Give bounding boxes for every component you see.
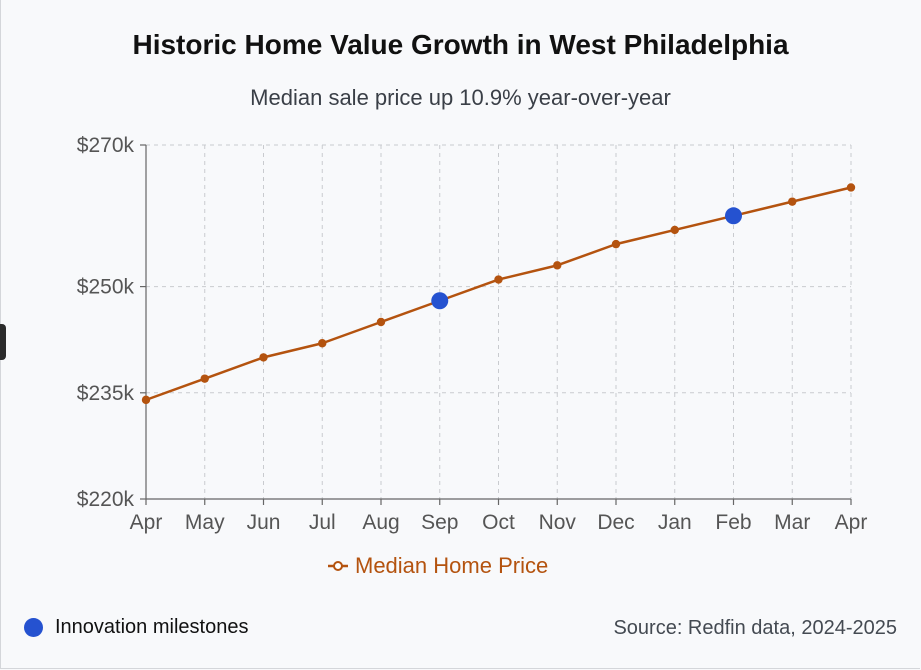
x-tick-label: Nov (539, 511, 577, 534)
y-tick-label: $235k (77, 382, 135, 405)
data-point[interactable] (259, 353, 268, 362)
x-tick-label: Sep (421, 511, 458, 534)
x-tick-label: Apr (130, 511, 163, 534)
source-note: Source: Redfin data, 2024-2025 (613, 617, 897, 639)
y-tick-label: $220k (77, 488, 135, 511)
x-tick-label: Jan (658, 511, 692, 534)
x-tick-label: Oct (482, 511, 515, 534)
line-chart: $220k $235k $250k $270k Apr May Jun Jul Aug Sep Oc… (77, 134, 868, 578)
x-tick-label: Jun (247, 511, 281, 534)
data-point[interactable] (553, 261, 562, 270)
data-point[interactable] (611, 239, 621, 249)
data-point[interactable] (788, 197, 797, 206)
data-point[interactable] (318, 339, 327, 348)
side-collapse-handle[interactable] (0, 324, 6, 360)
y-tick-label: $270k (77, 134, 135, 157)
data-point[interactable] (846, 183, 856, 192)
data-point[interactable] (141, 395, 151, 405)
milestone-point[interactable] (725, 207, 742, 225)
milestone-legend-label: Innovation milestones (55, 616, 249, 638)
x-tick-label: Aug (362, 511, 399, 534)
data-point[interactable] (670, 225, 679, 235)
x-tick-label: Feb (715, 511, 751, 534)
x-tick-label: Mar (774, 511, 810, 534)
chart-subtitle: Median sale price up 10.9% year-over-yea… (250, 85, 671, 110)
milestone-point[interactable] (431, 292, 449, 310)
data-point[interactable] (200, 374, 209, 383)
legend-label-median-home-price[interactable]: Median Home Price (355, 553, 548, 578)
legend-point-marker (333, 561, 343, 571)
y-tick-label: $250k (77, 276, 135, 299)
x-tick-label: Apr (835, 511, 868, 534)
data-point[interactable] (494, 275, 503, 284)
x-tick-label: Jul (309, 511, 336, 534)
milestone-legend: Innovation milestones (24, 616, 248, 639)
milestone-dot-icon (24, 618, 43, 637)
x-tick-label: Dec (597, 511, 634, 534)
chart-title: Historic Home Value Growth in West Phila… (132, 29, 789, 60)
data-point[interactable] (376, 317, 386, 327)
x-tick-label: May (185, 511, 225, 534)
